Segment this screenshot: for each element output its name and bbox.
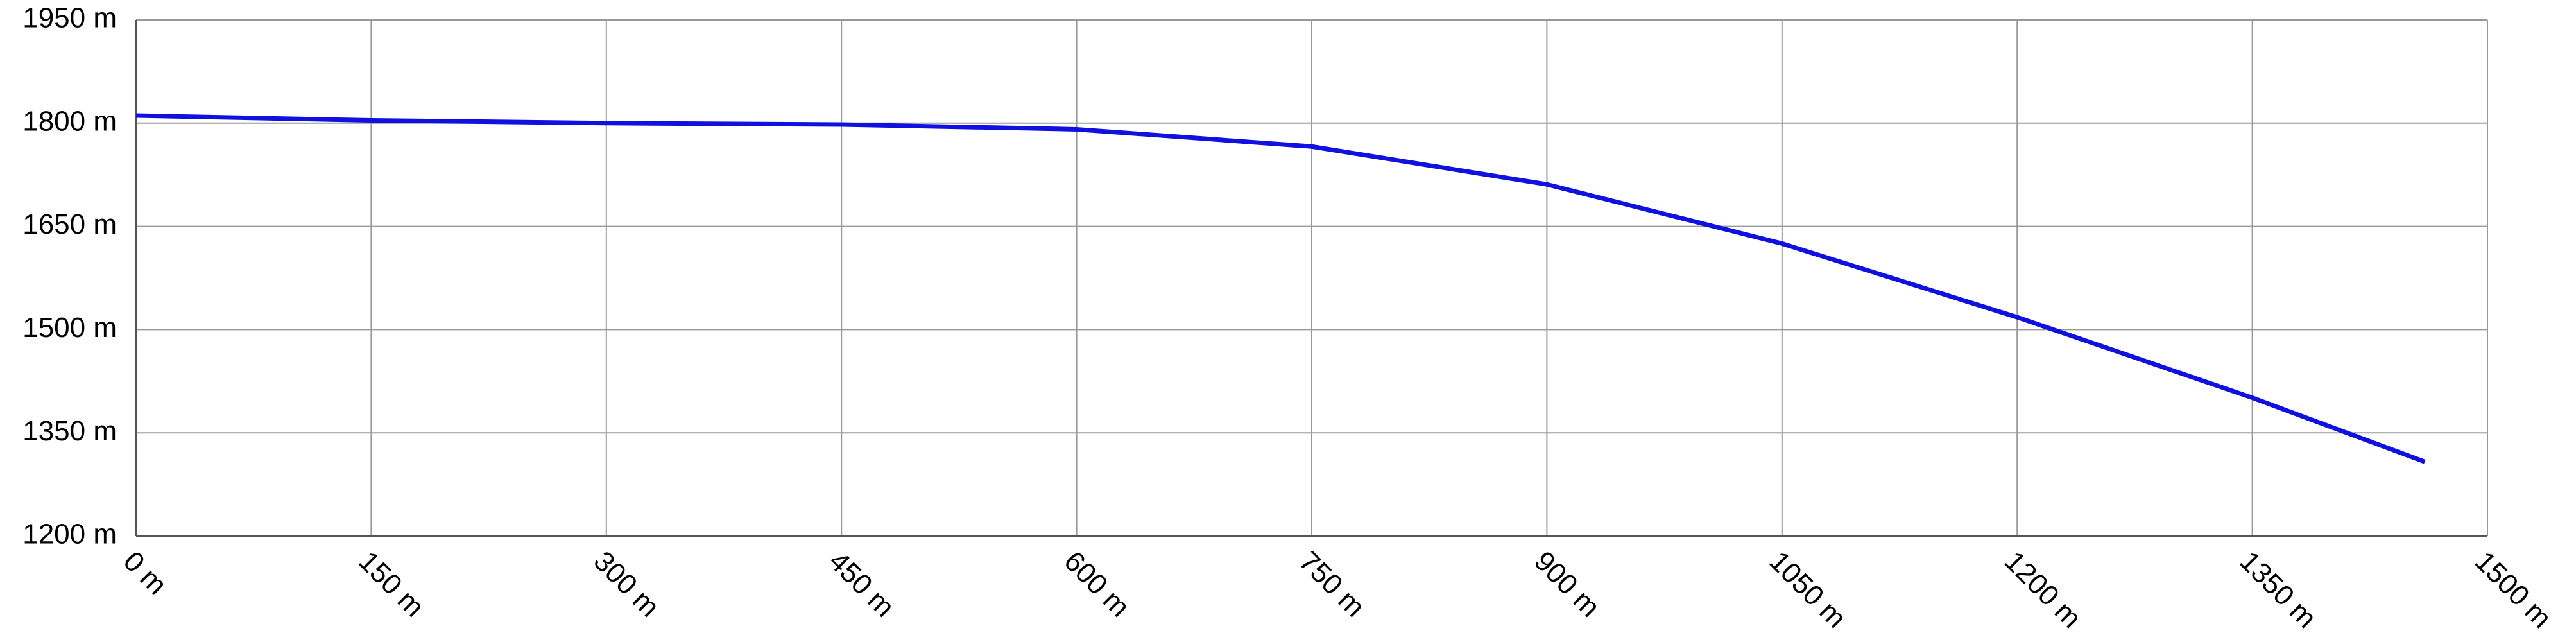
x-tick-label: 1350 m (2233, 545, 2322, 634)
y-tick-label: 1200 m (22, 519, 117, 550)
x-tick-label: 0 m (117, 545, 173, 601)
x-tick-label: 300 m (588, 545, 665, 623)
x-tick-label: 150 m (352, 545, 430, 623)
x-tick-label: 450 m (823, 545, 900, 623)
x-tick-label: 600 m (1058, 545, 1135, 623)
y-tick-label: 1350 m (22, 415, 117, 447)
x-tick-label: 1500 m (2469, 545, 2557, 634)
profile-line (135, 113, 2426, 464)
y-tick-label: 1950 m (22, 3, 117, 34)
y-tick-label: 1500 m (22, 312, 117, 343)
y-tick-label: 1800 m (22, 105, 117, 137)
y-tick-label: 1650 m (22, 209, 117, 240)
x-tick-label: 1200 m (1998, 545, 2087, 634)
x-tick-label: 900 m (1528, 545, 1606, 623)
x-tick-label: 750 m (1293, 545, 1371, 623)
x-tick-label: 1050 m (1764, 545, 1852, 634)
